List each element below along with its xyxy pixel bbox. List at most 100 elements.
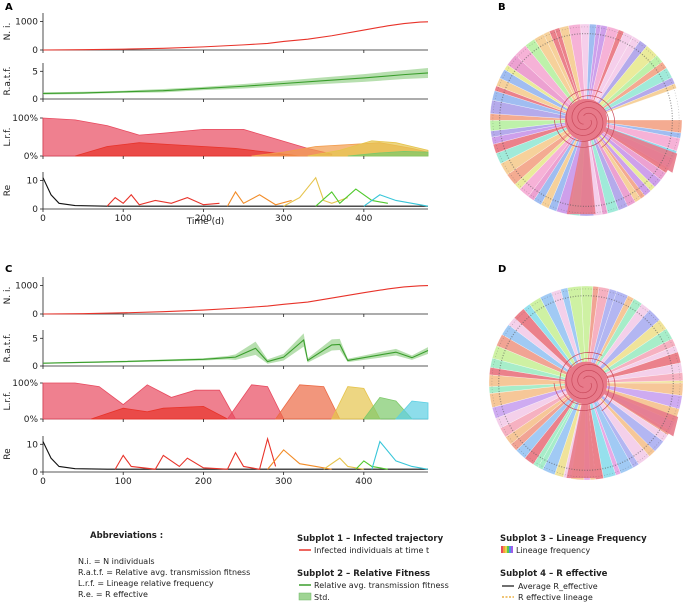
- series-line: [283, 176, 348, 207]
- lineage-area: [226, 384, 285, 420]
- x-tick-label: 100: [115, 477, 132, 487]
- panel-letter-b: B: [498, 2, 506, 13]
- y-tick-label: 0%: [24, 152, 39, 162]
- subplot-2: R.a.t.f. 0 5: [3, 330, 429, 372]
- tree-rim: [491, 288, 681, 478]
- x-axis-label: Time (d): [186, 217, 225, 227]
- circular-tree-d: [488, 285, 684, 481]
- std-band: [43, 67, 428, 95]
- y-axis-label: N. i.: [3, 23, 13, 41]
- series-line: [42, 441, 428, 470]
- subplot-1: N. i. 0 1000: [3, 13, 429, 56]
- lineage-area: [347, 151, 429, 157]
- y-tick-label: 0: [32, 468, 38, 478]
- y-tick-label: 0: [32, 310, 38, 320]
- y-tick-label: 1000: [15, 18, 38, 28]
- y-axis-label: N. i.: [3, 287, 13, 305]
- series-line: [42, 72, 429, 95]
- tree-rim: [499, 32, 674, 208]
- legend-lineage-swatch: [501, 546, 513, 553]
- series-line: [315, 188, 388, 207]
- lineage-area: [274, 384, 341, 420]
- y-tick-label: 10: [27, 177, 39, 187]
- panel-letter-d: D: [498, 264, 506, 275]
- x-tick-label: 400: [355, 477, 372, 487]
- legend-abbreviation-item: R.a.t.f. = Relative avg. transmission fi…: [78, 568, 250, 577]
- y-tick-label: 1000: [15, 282, 38, 292]
- lineage-area: [395, 400, 429, 420]
- y-tick-label: 0: [32, 95, 38, 105]
- legend-subplot3-item: Lineage frequency: [516, 546, 591, 555]
- x-tick-label: 300: [275, 477, 292, 487]
- tree-root-branch: [566, 383, 596, 479]
- series-line: [363, 194, 429, 207]
- legend-subplot1-title: Subplot 1 – Infected trajectory: [297, 534, 444, 544]
- series-line: [267, 449, 332, 470]
- panel-letter-c: C: [5, 264, 12, 275]
- series-line: [42, 21, 429, 51]
- series-line: [42, 284, 429, 315]
- legend-subplot4-avg: Average R_effective: [518, 582, 598, 591]
- panel-letter-a: A: [5, 2, 13, 13]
- legend-subplot4-title: Subplot 4 – R effective: [500, 569, 608, 579]
- y-tick-label: 0: [32, 46, 38, 56]
- tree-rim: [498, 295, 674, 471]
- y-axis-label: R.a.t.f.: [3, 67, 13, 96]
- tree-root-branch: [566, 120, 596, 215]
- legend-subplot2-title: Subplot 2 – Relative Fitness: [297, 569, 430, 579]
- legend-subplot3-title: Subplot 3 – Lineage Frequency: [500, 534, 647, 544]
- series-line: [226, 190, 292, 207]
- series-line: [323, 457, 364, 470]
- tree-rim: [492, 26, 680, 214]
- tree-spiral: [553, 363, 610, 411]
- legend-subplot2-std: Std.: [314, 593, 330, 602]
- legend-abbreviation-item: R.e. = R effective: [78, 590, 148, 599]
- subplot-1: N. i. 0 1000: [3, 277, 429, 320]
- circular-tree-b: [489, 23, 683, 217]
- tree-root-branch: [586, 120, 678, 173]
- legend-abbreviation-item: L.r.f. = Lineage relative frequency: [78, 579, 214, 588]
- x-tick-label: 0: [40, 477, 46, 487]
- y-tick-label: 0: [32, 362, 38, 372]
- y-tick-label: 0%: [24, 415, 39, 425]
- series-line: [106, 193, 220, 207]
- y-tick-label: 10: [27, 440, 39, 450]
- y-axis-label: L.r.f.: [3, 392, 13, 411]
- tree-spiral: [559, 89, 604, 142]
- tree-spiral: [565, 95, 616, 148]
- y-axis-label: Re: [3, 184, 13, 196]
- legend-subplot1-item: Infected individuals at time t: [314, 546, 429, 555]
- series-line: [42, 338, 429, 364]
- legend-abbreviation-item: N.i. = N individuals: [78, 557, 155, 566]
- std-band: [43, 333, 428, 364]
- series-line: [355, 460, 388, 470]
- tree-root-branch: [586, 383, 679, 437]
- series-line: [42, 177, 428, 207]
- x-tick-label: 100: [115, 214, 132, 224]
- legend-subplot2-item: Relative avg. transmission fitness: [314, 581, 449, 590]
- y-tick-label: 100%: [12, 379, 38, 389]
- y-tick-label: 100%: [12, 114, 38, 124]
- y-tick-label: 5: [32, 67, 38, 77]
- legend: Abbreviations : N.i. = N individuals R.a…: [78, 531, 647, 602]
- series-line: [371, 440, 429, 470]
- x-tick-label: 0: [40, 214, 46, 224]
- subplot-3: L.r.f. 0% 100%: [3, 379, 429, 425]
- y-tick-label: 5: [32, 334, 38, 344]
- legend-subplot4-lineage: R effective lineage: [518, 593, 593, 602]
- y-axis-label: L.r.f.: [3, 128, 13, 147]
- x-tick-label: 400: [355, 214, 372, 224]
- legend-std-swatch: [298, 592, 312, 601]
- tree-spiral: [559, 352, 604, 405]
- x-tick-label: 200: [195, 214, 212, 224]
- x-tick-label: 300: [275, 214, 292, 224]
- subplot-2: R.a.t.f. 0 5: [3, 63, 429, 105]
- y-tick-label: 0: [32, 205, 38, 215]
- y-axis-label: Re: [3, 448, 13, 460]
- series-line: [114, 436, 277, 470]
